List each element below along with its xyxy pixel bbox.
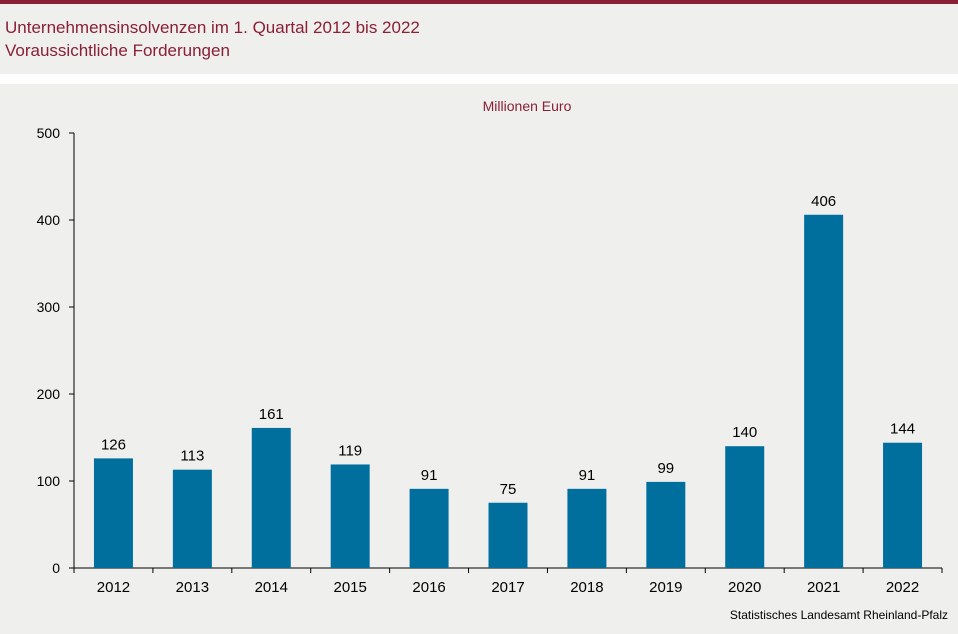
- y-tick-label: 300: [37, 299, 61, 315]
- data-label: 161: [259, 406, 284, 423]
- bar: [251, 427, 291, 568]
- bar: [646, 481, 686, 568]
- x-tick-label: 2017: [491, 579, 524, 596]
- x-tick-label: 2016: [412, 579, 445, 596]
- data-label: 126: [101, 436, 126, 453]
- y-tick-label: 100: [37, 473, 61, 489]
- data-label: 99: [657, 460, 674, 477]
- bar: [883, 442, 923, 568]
- bar-chart: Millionen Euro 0 100 200 300 400 500 2012 2013…: [37, 98, 943, 596]
- source-note: Statistisches Landesamt Rheinland-Pfalz: [729, 608, 948, 622]
- bar: [567, 488, 607, 568]
- bar: [172, 469, 212, 568]
- y-tick-label: 500: [37, 125, 61, 141]
- chart-title: Unternehmensinsolvenzen im 1. Quartal 20…: [5, 18, 420, 37]
- data-label: 75: [500, 481, 517, 498]
- data-label: 91: [421, 467, 438, 484]
- x-tick-label: 2012: [97, 579, 130, 596]
- x-tick-label: 2019: [649, 579, 682, 596]
- y-tick-label: 0: [52, 560, 60, 576]
- chart-area: Millionen Euro 0 100 200 300 400 500 2012 2013…: [0, 84, 958, 629]
- y-tick-label: 400: [37, 212, 61, 228]
- bar: [409, 488, 449, 568]
- x-axis: 2012 2013 2014 2015 2016 2017 2018 2019 2020 2021…: [73, 567, 943, 596]
- data-label: 140: [732, 424, 757, 441]
- x-tick-label: 2022: [886, 579, 919, 596]
- x-tick-label: 2018: [570, 579, 603, 596]
- y-tick-label: 200: [37, 386, 61, 402]
- header-separator: [0, 74, 958, 84]
- header: Unternehmensinsolvenzen im 1. Quartal 20…: [0, 4, 958, 74]
- bar: [725, 446, 765, 568]
- data-label: 406: [811, 193, 836, 210]
- data-label: 144: [890, 421, 915, 438]
- x-tick-label: 2021: [807, 579, 840, 596]
- x-tick-label: 2014: [255, 579, 288, 596]
- bars: 126 113 161 119 91 75 91 99 140 406 144: [93, 193, 923, 568]
- x-tick-label: 2015: [333, 579, 366, 596]
- data-label: 119: [338, 442, 362, 459]
- data-label: 91: [579, 467, 596, 484]
- x-tick-label: 2013: [176, 579, 209, 596]
- unit-label: Millionen Euro: [483, 98, 572, 114]
- data-label: 113: [180, 448, 204, 465]
- bar: [330, 464, 370, 568]
- bar: [804, 214, 844, 568]
- top-accent-bar: [0, 0, 958, 4]
- bar: [488, 502, 528, 568]
- bar: [93, 458, 133, 568]
- x-tick-label: 2020: [728, 579, 761, 596]
- chart-subtitle: Voraussichtliche Forderungen: [5, 41, 230, 60]
- y-axis: 0 100 200 300 400 500: [37, 125, 75, 576]
